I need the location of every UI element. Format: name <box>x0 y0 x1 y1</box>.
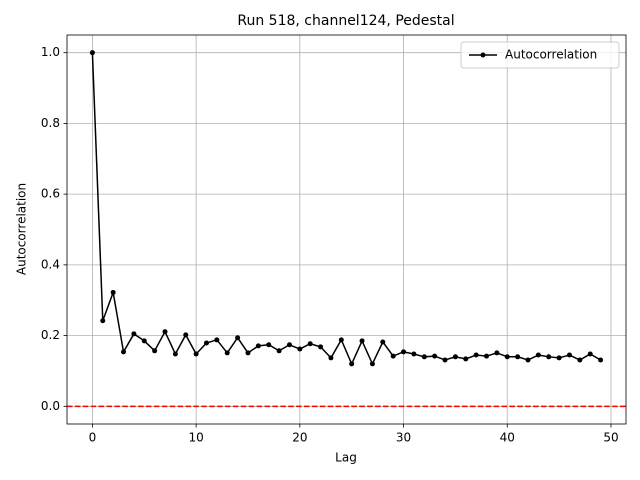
data-point <box>442 357 448 363</box>
data-point <box>110 289 116 295</box>
legend-label: Autocorrelation <box>505 48 597 62</box>
y-axis-label: Autocorrelation <box>15 183 29 275</box>
data-point <box>535 352 541 358</box>
legend: Autocorrelation <box>460 41 620 69</box>
data-point <box>598 357 604 363</box>
data-point <box>369 361 375 367</box>
data-point <box>214 337 220 343</box>
data-point <box>318 344 324 350</box>
data-line <box>91 52 601 366</box>
data-point <box>203 340 209 346</box>
data-point <box>577 357 583 363</box>
x-tick-label: 10 <box>188 431 203 445</box>
y-tick-label: 0.6 <box>41 187 60 201</box>
data-point <box>276 348 282 354</box>
data-point <box>255 343 261 349</box>
data-point <box>401 349 407 355</box>
x-tick-label: 30 <box>396 431 411 445</box>
x-axis-label: Lag <box>335 451 357 465</box>
data-point <box>587 351 593 357</box>
data-point <box>432 353 438 359</box>
y-tick-label: 0.2 <box>41 328 60 342</box>
data-point <box>131 331 137 337</box>
data-point <box>141 338 147 344</box>
x-tick-label: 20 <box>292 431 307 445</box>
y-tick-label: 0.0 <box>41 399 60 413</box>
data-point <box>473 352 479 358</box>
data-point <box>421 354 427 360</box>
legend-marker <box>480 52 486 58</box>
data-point <box>235 335 241 341</box>
data-point <box>266 342 272 348</box>
data-point <box>359 338 365 344</box>
data-point <box>566 352 572 358</box>
data-point <box>504 354 510 360</box>
legend-box <box>460 41 620 69</box>
data-point <box>452 354 458 360</box>
data-point <box>172 351 178 357</box>
data-point <box>380 339 386 345</box>
data-point <box>515 354 521 360</box>
plot-frame <box>66 34 627 425</box>
data-point <box>307 341 313 347</box>
data-point <box>193 351 199 357</box>
data-point <box>183 332 189 338</box>
data-point <box>349 361 355 367</box>
data-point <box>338 337 344 343</box>
data-point <box>411 351 417 357</box>
data-point <box>463 356 469 362</box>
x-tick-label: 40 <box>500 431 515 445</box>
x-tick-label: 0 <box>89 431 97 445</box>
data-point <box>152 348 158 354</box>
data-point <box>100 318 106 324</box>
data-point <box>297 346 303 352</box>
data-point <box>286 342 292 348</box>
y-tick-label: 0.4 <box>41 257 60 271</box>
data-point <box>484 353 490 359</box>
y-tick-label: 0.8 <box>41 116 60 130</box>
data-point <box>525 357 531 363</box>
data-point <box>328 355 334 361</box>
data-point <box>390 353 396 359</box>
data-point <box>494 350 500 356</box>
data-point <box>546 354 552 360</box>
y-tick-label: 1.0 <box>41 45 60 59</box>
data-point <box>224 350 230 356</box>
x-tick-label: 50 <box>603 431 618 445</box>
data-point <box>245 350 251 356</box>
data-point <box>89 50 95 56</box>
data-point <box>121 349 127 355</box>
chart-title: Run 518, channel124, Pedestal <box>237 13 454 29</box>
data-point <box>556 355 562 361</box>
data-point <box>162 329 168 335</box>
